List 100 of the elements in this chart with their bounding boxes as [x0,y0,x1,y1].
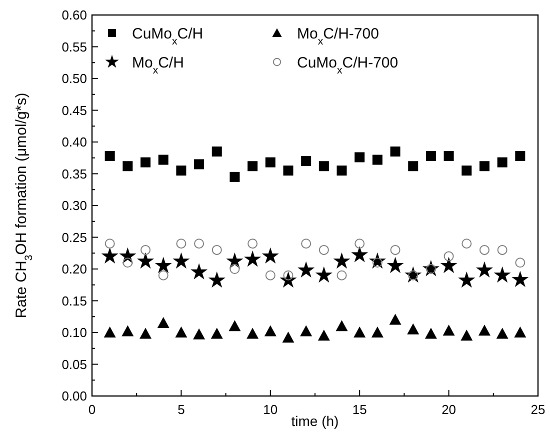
point [354,326,366,338]
point [104,238,115,249]
point [175,326,188,338]
point [462,238,472,249]
point [390,244,400,255]
point [515,150,526,161]
point [212,146,222,157]
point [194,159,204,170]
x-tick-label: 20 [442,402,456,417]
y-tick-label: 0.15 [62,293,87,308]
point [479,244,490,255]
point [193,328,206,340]
point [336,320,348,332]
x-tick-label: 25 [530,402,546,417]
point [442,324,455,336]
point [157,316,170,328]
point [336,166,347,176]
point [318,244,329,255]
point [315,266,332,283]
point [230,172,240,182]
point [300,325,312,336]
y-tick-label: 0.60 [62,8,87,23]
point [497,157,508,168]
point [248,238,258,249]
y-tick-label: 0.05 [62,356,87,372]
point [172,252,190,269]
point [176,166,186,176]
point [424,328,437,339]
legend-label: Mo$_{x}$C/H [132,54,184,76]
y-tick-label: 0.25 [62,230,87,245]
x-tick-label: 5 [178,402,185,417]
legend-label: CuMo$_{x}$C/H-700 [297,54,398,76]
point [462,166,472,176]
point [210,328,223,339]
y-tick-label: 0.55 [62,39,87,54]
point [280,271,297,288]
point [140,244,151,255]
point [458,271,476,288]
point [476,261,493,278]
point [512,270,529,288]
point [372,154,382,165]
point [460,330,473,341]
point [318,161,329,172]
y-tick-label: 0.35 [62,166,87,182]
point [140,328,152,339]
point [122,325,134,336]
point [440,256,458,274]
point [228,320,241,332]
point [176,238,186,249]
point [336,270,347,280]
point [444,251,454,262]
point [478,324,490,336]
point [351,246,368,262]
point [496,328,508,339]
y-tick-label: 0.30 [62,198,87,214]
point [390,146,400,157]
point [122,161,133,172]
y-tick-label: 0.00 [62,388,87,404]
point [389,314,402,325]
point [515,258,526,268]
point [497,244,508,255]
point [158,154,168,165]
point [301,156,312,166]
point [158,270,168,280]
point [246,328,259,339]
point [122,258,133,268]
y-tick-label: 0.20 [62,262,87,277]
point [514,326,526,338]
point [244,250,262,267]
point [264,325,276,336]
point [212,244,222,255]
point [407,323,420,334]
point [104,150,115,161]
point [104,326,116,338]
y-tick-label: 0.10 [62,325,87,340]
x-axis-title: time (h) [291,413,339,429]
point [426,150,436,161]
x-tick-label: 0 [88,402,96,417]
point [265,270,276,280]
point [354,152,365,162]
point [248,161,258,172]
point [140,157,151,168]
legend-label: CuMo$_{x}$C/H [132,25,204,48]
point [154,256,172,274]
y-tick-label: 0.45 [62,102,87,118]
point [333,252,350,269]
point [408,161,418,172]
x-tick-label: 15 [352,402,367,417]
point [194,238,204,249]
point [283,166,294,176]
point [208,271,226,288]
y-tick-label: 0.40 [62,134,87,150]
point [265,157,276,168]
point [190,263,208,280]
point [262,247,279,264]
x-tick-label: 10 [263,402,278,417]
point [494,266,511,283]
point [298,261,315,278]
point [101,247,118,264]
point [479,161,490,172]
